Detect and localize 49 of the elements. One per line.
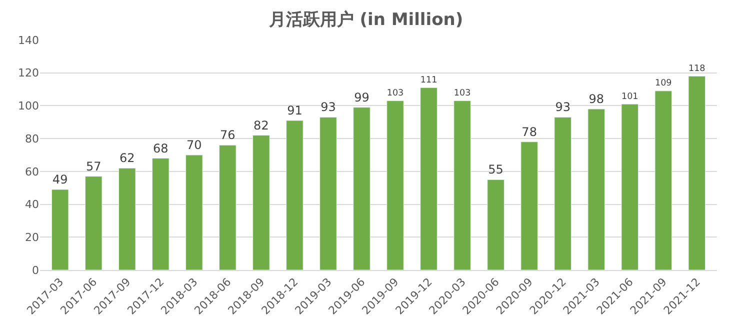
- y-tick-label: 0: [32, 264, 39, 277]
- bar: [454, 100, 471, 270]
- bar: [320, 116, 337, 270]
- bar: [420, 87, 438, 270]
- data-label: 55: [488, 162, 504, 177]
- y-tick-label: 140: [18, 34, 39, 47]
- data-label: 99: [354, 90, 370, 104]
- data-label: 91: [287, 104, 302, 118]
- data-label: 93: [320, 100, 336, 114]
- data-label: 101: [621, 92, 638, 102]
- data-label: 109: [655, 78, 672, 89]
- data-label: 111: [420, 75, 438, 86]
- bar: [219, 144, 236, 270]
- bar: [487, 179, 504, 270]
- y-tick-label: 20: [25, 230, 39, 244]
- bar: [520, 142, 538, 270]
- bar: [654, 90, 672, 270]
- data-label: 49: [52, 172, 68, 186]
- bar: [386, 100, 404, 270]
- bar: [85, 176, 102, 270]
- data-label: 76: [220, 128, 236, 142]
- y-tick-label: 100: [18, 100, 39, 113]
- bar: [621, 104, 638, 270]
- bar: [186, 154, 203, 270]
- bar: [286, 120, 304, 270]
- y-tick-label: 40: [25, 198, 39, 212]
- data-label: 70: [186, 138, 202, 152]
- data-label: 62: [120, 151, 135, 166]
- bar: [688, 76, 706, 270]
- y-tick-label: 80: [25, 132, 39, 146]
- bar: [118, 168, 136, 270]
- data-label: 78: [522, 124, 537, 139]
- data-label: 118: [688, 64, 706, 74]
- chart-title: 月活跃用户 (in Million): [268, 10, 464, 30]
- data-label: 68: [153, 141, 168, 156]
- data-label: 103: [386, 88, 404, 99]
- bar: [252, 135, 270, 270]
- data-label: 103: [454, 88, 471, 99]
- data-label: 93: [555, 100, 570, 114]
- bar: [152, 158, 170, 270]
- data-label: 82: [254, 118, 269, 132]
- y-tick-label: 120: [18, 66, 39, 80]
- bar: [51, 189, 69, 270]
- data-label: 57: [86, 159, 102, 174]
- y-tick-label: 60: [25, 165, 39, 178]
- bar: [554, 116, 572, 270]
- bar: [353, 107, 370, 270]
- data-label: 98: [588, 92, 604, 106]
- bar: [588, 108, 605, 270]
